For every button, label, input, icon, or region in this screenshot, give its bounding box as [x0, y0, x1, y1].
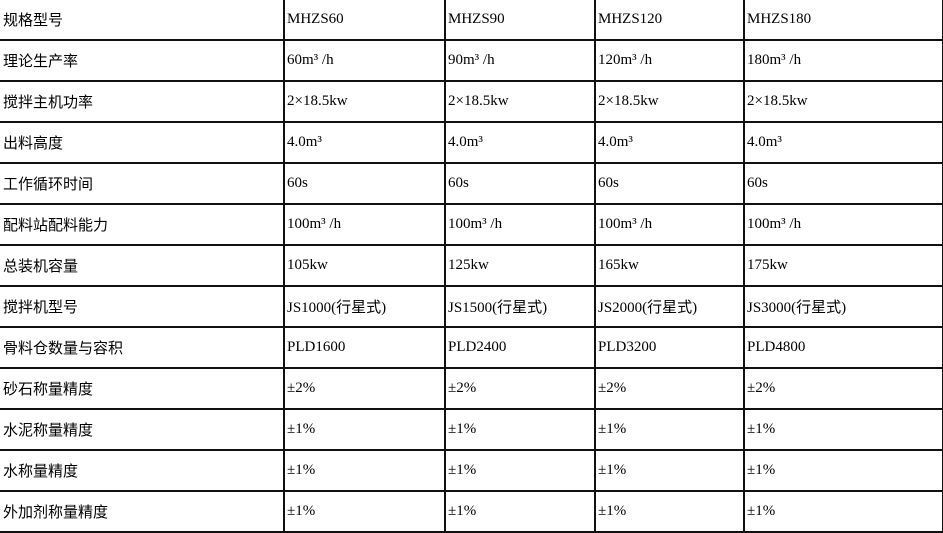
row-label: 骨料仓数量与容积: [0, 327, 284, 369]
table-cell: JS1000(行星式): [283, 286, 445, 328]
row-label: 外加剂称量精度: [0, 491, 284, 533]
table-cell: ±1%: [743, 409, 943, 451]
table-cell: 100m³ /h: [594, 204, 744, 246]
table-cell: ±1%: [444, 491, 595, 533]
row-label: 工作循环时间: [0, 163, 284, 205]
table-cell: ±1%: [444, 450, 595, 492]
table-cell: 105kw: [283, 245, 445, 287]
row-label: 理论生产率: [0, 40, 284, 82]
row-label: 砂石称量精度: [0, 368, 284, 410]
table-cell: MHZS90: [444, 0, 595, 41]
table-cell: 60s: [743, 163, 943, 205]
table-cell: ±1%: [444, 409, 595, 451]
table-cell: 2×18.5kw: [594, 81, 744, 123]
table-cell: ±1%: [283, 409, 445, 451]
table-cell: 4.0m³: [444, 122, 595, 164]
table-cell: 100m³ /h: [283, 204, 445, 246]
table-row: 配料站配料能力 100m³ /h 100m³ /h 100m³ /h 100m³ /h: [0, 204, 943, 246]
table-cell: ±1%: [594, 450, 744, 492]
table-cell: 2×18.5kw: [444, 81, 595, 123]
table-cell: PLD4800: [743, 327, 943, 369]
table-cell: 60s: [283, 163, 445, 205]
table-row: 总装机容量 105kw 125kw 165kw 175kw: [0, 245, 943, 287]
table-cell: 60m³ /h: [283, 40, 445, 82]
row-label: 搅拌机型号: [0, 286, 284, 328]
table-cell: 2×18.5kw: [743, 81, 943, 123]
table-cell: ±1%: [283, 450, 445, 492]
table-cell: ±1%: [283, 491, 445, 533]
table-row: 搅拌机型号 JS1000(行星式) JS1500(行星式) JS2000(行星式) JS…: [0, 286, 943, 328]
table-cell: PLD2400: [444, 327, 595, 369]
table-cell: ±1%: [594, 409, 744, 451]
row-label: 规格型号: [0, 0, 284, 41]
table-cell: 4.0m³: [594, 122, 744, 164]
table-cell: PLD1600: [283, 327, 445, 369]
table-row: 规格型号 MHZS60 MHZS90 MHZS120 MHZS180: [0, 0, 943, 41]
table-cell: 4.0m³: [283, 122, 445, 164]
table-cell: 60s: [594, 163, 744, 205]
table-cell: JS2000(行星式): [594, 286, 744, 328]
table-cell: PLD3200: [594, 327, 744, 369]
table-cell: ±2%: [444, 368, 595, 410]
table-cell: 125kw: [444, 245, 595, 287]
table-cell: 165kw: [594, 245, 744, 287]
table-row: 外加剂称量精度 ±1% ±1% ±1% ±1%: [0, 491, 943, 533]
table-cell: MHZS180: [743, 0, 943, 41]
table-row: 搅拌主机功率 2×18.5kw 2×18.5kw 2×18.5kw 2×18.5kw: [0, 81, 943, 123]
table-cell: JS1500(行星式): [444, 286, 595, 328]
table-row: 砂石称量精度 ±2% ±2% ±2% ±2%: [0, 368, 943, 410]
table-cell: MHZS120: [594, 0, 744, 41]
table-row: 出料高度 4.0m³ 4.0m³ 4.0m³ 4.0m³: [0, 122, 943, 164]
row-label: 配料站配料能力: [0, 204, 284, 246]
table-row: 工作循环时间 60s 60s 60s 60s: [0, 163, 943, 205]
table-cell: JS3000(行星式): [743, 286, 943, 328]
row-label: 搅拌主机功率: [0, 81, 284, 123]
row-label: 总装机容量: [0, 245, 284, 287]
table-cell: 175kw: [743, 245, 943, 287]
table-cell: ±2%: [743, 368, 943, 410]
table-row: 理论生产率 60m³ /h 90m³ /h 120m³ /h 180m³ /h: [0, 40, 943, 82]
table-cell: 60s: [444, 163, 595, 205]
row-label: 水称量精度: [0, 450, 284, 492]
row-label: 出料高度: [0, 122, 284, 164]
table-cell: 100m³ /h: [444, 204, 595, 246]
table-cell: ±1%: [743, 491, 943, 533]
table-cell: 100m³ /h: [743, 204, 943, 246]
table-cell: 4.0m³: [743, 122, 943, 164]
table-cell: 180m³ /h: [743, 40, 943, 82]
table-cell: MHZS60: [283, 0, 445, 41]
table-row: 骨料仓数量与容积 PLD1600 PLD2400 PLD3200 PLD4800: [0, 327, 943, 369]
row-label: 水泥称量精度: [0, 409, 284, 451]
table-cell: ±2%: [283, 368, 445, 410]
table-cell: ±1%: [594, 491, 744, 533]
table-cell: 2×18.5kw: [283, 81, 445, 123]
table-row: 水称量精度 ±1% ±1% ±1% ±1%: [0, 450, 943, 492]
table-cell: ±1%: [743, 450, 943, 492]
table-cell: ±2%: [594, 368, 744, 410]
table-cell: 90m³ /h: [444, 40, 595, 82]
table-cell: 120m³ /h: [594, 40, 744, 82]
table-row: 水泥称量精度 ±1% ±1% ±1% ±1%: [0, 409, 943, 451]
